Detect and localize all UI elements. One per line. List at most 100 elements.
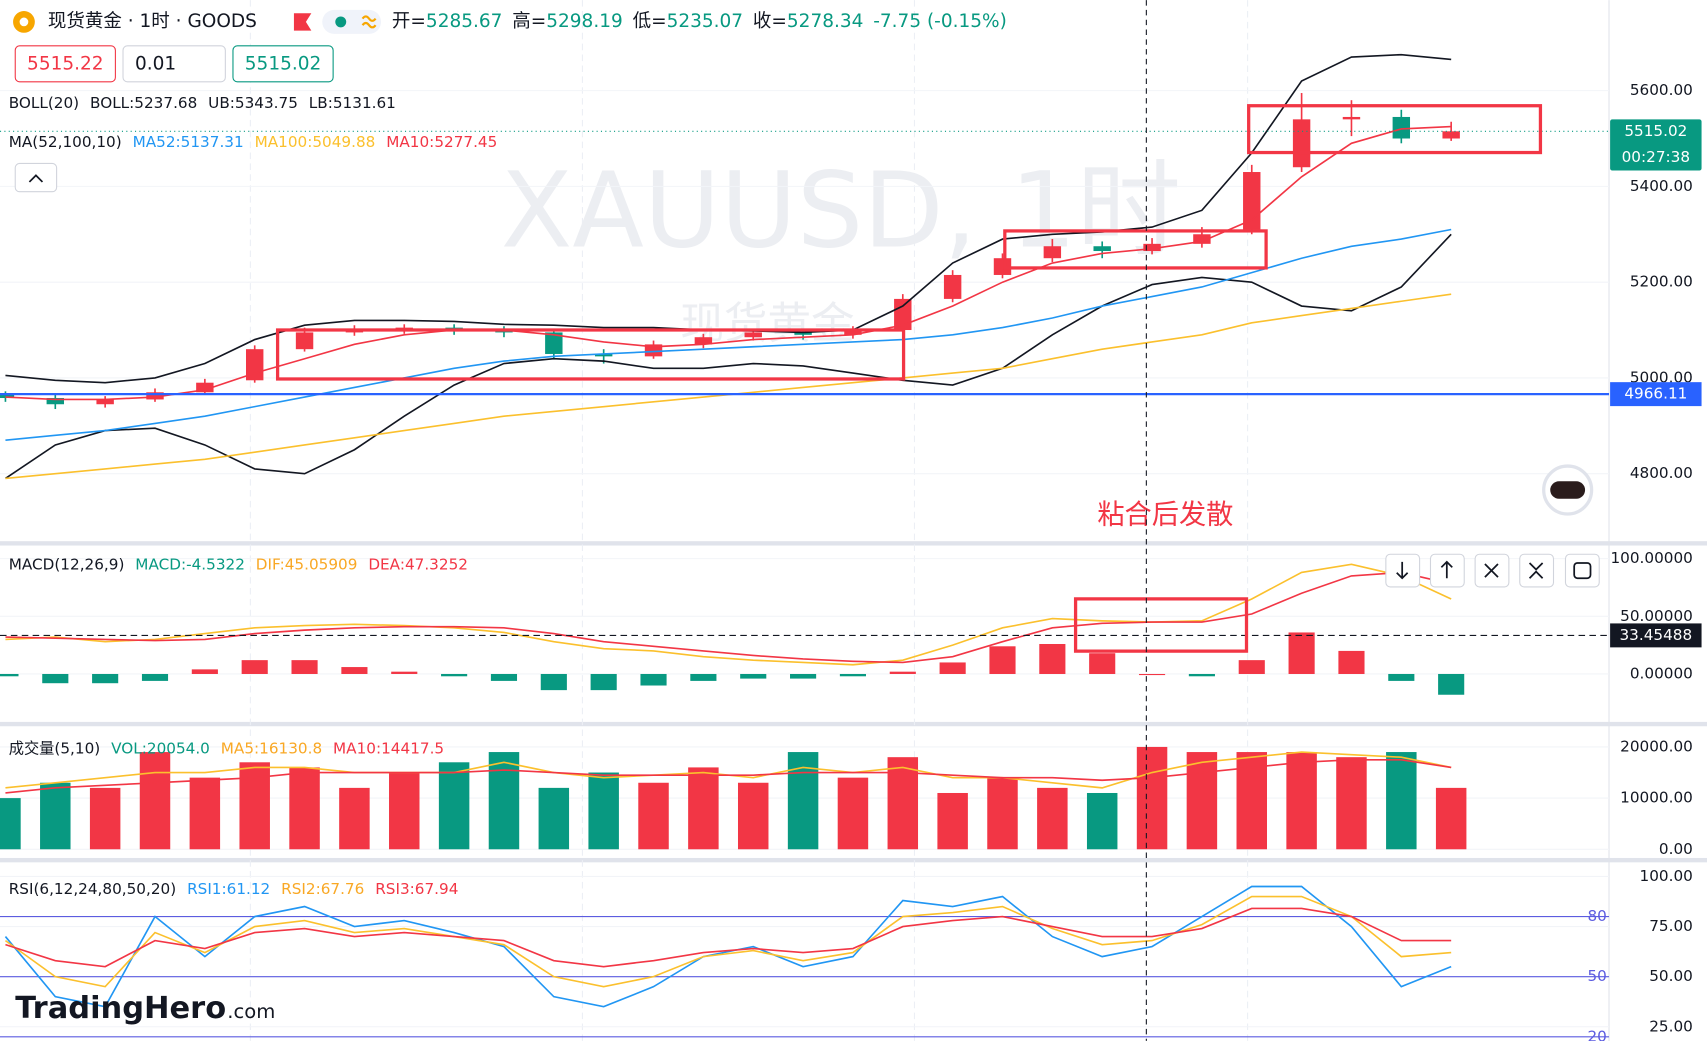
maximize-icon <box>1573 562 1592 580</box>
indicator-line <box>5 907 1452 968</box>
volume-bar <box>389 772 420 850</box>
ohlc-value: 5278.34 <box>787 11 864 32</box>
macd-histogram <box>1089 653 1116 674</box>
indicator-line <box>4 233 1452 480</box>
collapse-pane-button[interactable] <box>1519 553 1555 588</box>
macd-histogram <box>1138 673 1166 676</box>
volume-bar <box>1286 752 1317 850</box>
quantity[interactable]: 0.01 <box>135 53 176 74</box>
indicator-legend: DIF:45.05909 <box>256 556 358 574</box>
status-pill <box>322 9 382 34</box>
volume-bar <box>887 757 919 850</box>
indicator-line <box>4 885 1452 1008</box>
volume-bar <box>139 752 171 850</box>
highlight-box <box>275 328 906 381</box>
ohlc-label: 开= <box>392 11 426 32</box>
highlight-box <box>1073 597 1249 653</box>
indicator-line <box>5 571 1452 664</box>
volume-bar <box>1386 752 1417 850</box>
y-tick-label: 4800.00 <box>1630 464 1693 482</box>
sell-button[interactable] <box>14 45 116 83</box>
volume-bar <box>1186 752 1218 850</box>
volume-bar <box>0 798 21 850</box>
macd-histogram <box>141 673 169 681</box>
candle-body <box>744 332 762 338</box>
volume-bar <box>189 777 221 850</box>
indicator-legend: VOL:20054.0 <box>111 740 210 758</box>
volume-bar <box>638 782 669 850</box>
plot <box>0 53 1610 1038</box>
macd-histogram <box>640 673 667 686</box>
macd-histogram <box>92 673 119 684</box>
maximize-button[interactable] <box>1564 553 1600 588</box>
annotation: 粘合后发散 <box>1097 500 1233 531</box>
y-tick-label: 10000.00 <box>1620 789 1693 807</box>
candle-body <box>894 298 912 331</box>
header-icons <box>293 9 382 34</box>
quantity-input[interactable] <box>122 45 226 83</box>
macd-histogram <box>291 660 318 674</box>
candle-body <box>794 332 812 335</box>
collapse-icon <box>1528 562 1544 579</box>
sell-price[interactable]: 5515.22 <box>27 53 104 74</box>
macd-histogram <box>1039 643 1066 674</box>
volume-bar <box>239 762 270 850</box>
indicator-legend: MA(52,100,10) <box>9 133 122 151</box>
indicator-legend: MA10:14417.5 <box>333 740 444 758</box>
delay-icon <box>361 15 377 29</box>
candle-body <box>1243 172 1261 230</box>
volume-bar <box>40 782 71 850</box>
buy-price[interactable]: 5515.02 <box>245 53 322 74</box>
countdown: 00:27:38 <box>1622 148 1690 166</box>
rsi-band-label: 50 <box>1587 967 1606 985</box>
watermark-symbol: XAUUSD, 1时 <box>501 150 1181 272</box>
indicator-legend: MA10:5277.45 <box>386 133 497 151</box>
candle-body <box>844 330 862 335</box>
macd-histogram <box>690 673 717 681</box>
indicator-legend: MA52:5137.31 <box>133 133 244 151</box>
volume-bar <box>438 762 470 850</box>
indicator-line <box>5 228 1452 441</box>
rsi-band-label: 80 <box>1587 907 1606 925</box>
macd-histogram <box>441 673 468 677</box>
indicator-legend: DEA:47.3252 <box>368 556 468 574</box>
macd-histogram <box>1288 632 1315 674</box>
volume-bar <box>588 772 619 850</box>
y-tick-label: 5600.00 <box>1630 81 1693 99</box>
flag-icon <box>293 13 312 31</box>
price-tag-label: 33.45488 <box>1619 626 1692 644</box>
indicator-legend: MACD(12,26,9) <box>9 556 125 574</box>
candle-body <box>1292 119 1311 168</box>
volume-bar <box>688 767 719 850</box>
candle-body <box>545 332 563 354</box>
candle-body <box>1392 116 1411 139</box>
macd-histogram <box>540 673 567 691</box>
candle-body <box>1043 246 1062 259</box>
macd-histogram <box>1188 673 1215 677</box>
indicator-line <box>5 125 1452 401</box>
candle-body <box>694 337 713 345</box>
rsi-band-label: 20 <box>1587 1027 1606 1041</box>
volume-bar <box>488 752 520 850</box>
price-tag-label: 4966.11 <box>1624 385 1687 403</box>
volume-bar <box>837 777 869 850</box>
macd-histogram <box>889 671 916 674</box>
close-icon <box>1484 563 1499 578</box>
volume-bar <box>937 792 968 850</box>
y-tick-label: 5200.00 <box>1630 273 1693 291</box>
macd-histogram <box>42 673 69 684</box>
collapse-button[interactable] <box>14 162 58 193</box>
ohlc-value: 5285.67 <box>426 11 503 32</box>
chevron-up <box>28 174 44 183</box>
indicator-legend: RSI1:61.12 <box>187 880 270 898</box>
indicator-legend: UB:5343.75 <box>208 94 298 112</box>
y-tick-label: 5000.00 <box>1630 368 1693 386</box>
volume-bar <box>89 787 121 850</box>
buy-button[interactable] <box>232 45 334 83</box>
volume-bar <box>987 777 1018 850</box>
macd-histogram <box>391 671 418 674</box>
last-price-label: 5515.02 <box>1624 122 1687 140</box>
price-tag <box>1610 623 1702 648</box>
volume-bar <box>1435 787 1467 850</box>
